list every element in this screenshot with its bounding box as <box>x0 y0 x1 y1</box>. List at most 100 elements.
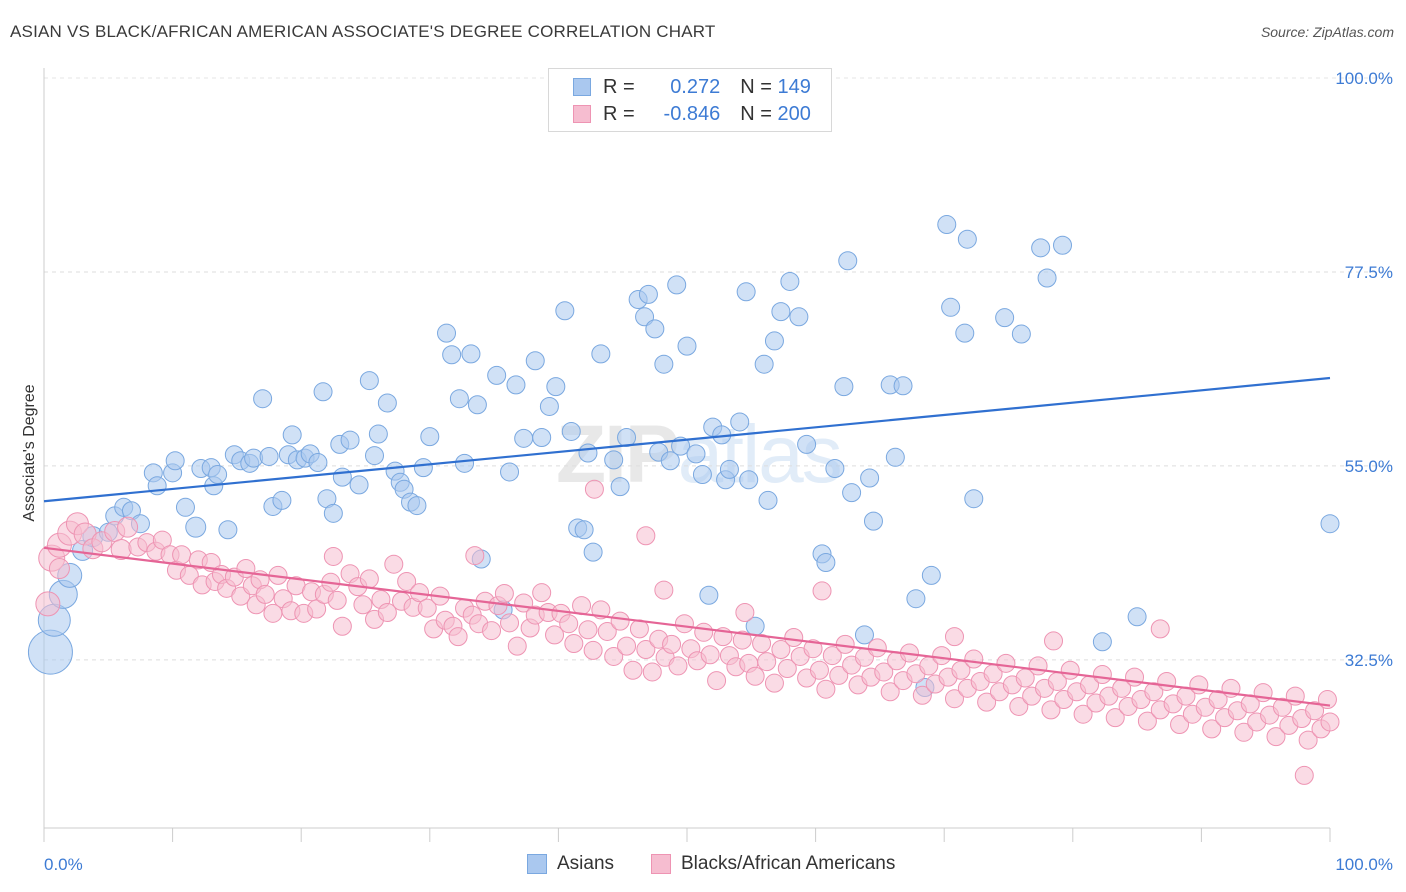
x-tick-label: 0.0% <box>44 855 83 874</box>
data-point <box>604 450 624 470</box>
data-point <box>353 595 373 615</box>
data-point <box>1320 514 1340 534</box>
data-point <box>455 453 475 473</box>
data-point <box>482 621 502 641</box>
legend-row-blacks: R = -0.846 N = 200 <box>573 102 811 126</box>
data-point <box>636 526 656 546</box>
data-point <box>591 344 611 364</box>
data-point <box>175 497 195 517</box>
data-point <box>735 602 755 622</box>
data-point <box>757 652 777 672</box>
data-point <box>532 427 552 447</box>
data-point <box>327 590 347 610</box>
data-point <box>736 282 756 302</box>
data-point <box>340 430 360 450</box>
y-tick-label: 32.5% <box>1345 651 1393 670</box>
data-point <box>397 571 417 591</box>
trend-line <box>43 376 1331 503</box>
data-point <box>48 558 70 580</box>
data-point <box>313 382 333 402</box>
bottom-legend-asians: Asians <box>527 852 614 876</box>
data-point <box>559 614 579 634</box>
legend-r-label: R = <box>603 75 641 98</box>
data-point <box>185 516 207 538</box>
data-point <box>583 542 603 562</box>
data-point <box>944 689 964 709</box>
data-point <box>1127 607 1147 627</box>
data-point <box>825 459 845 479</box>
data-point <box>955 323 975 343</box>
data-point <box>957 229 977 249</box>
bottom-legend-swatch-blacks <box>651 854 671 874</box>
data-point <box>674 614 694 634</box>
legend-row-asians: R = 0.272 N = 149 <box>573 75 811 99</box>
data-point <box>610 477 630 497</box>
data-point <box>867 638 887 658</box>
legend-swatch-blacks <box>573 105 591 123</box>
data-point <box>842 483 862 503</box>
data-point <box>487 365 507 385</box>
data-point <box>377 393 397 413</box>
data-point <box>863 511 883 531</box>
data-point <box>377 602 397 622</box>
data-point <box>686 444 706 464</box>
y-tick-label: 100.0% <box>1335 69 1393 88</box>
data-point <box>413 458 433 478</box>
data-point <box>1298 730 1318 750</box>
data-point <box>308 452 328 472</box>
data-point <box>906 589 926 609</box>
data-point <box>752 634 772 654</box>
data-point <box>816 679 836 699</box>
data-point <box>578 620 598 640</box>
data-point <box>532 583 552 603</box>
legend-swatch-asians <box>573 78 591 96</box>
data-point <box>349 475 369 495</box>
data-point <box>500 613 520 633</box>
data-point <box>1009 696 1029 716</box>
legend-r-value: -0.846 <box>663 102 721 125</box>
trend-lines <box>43 376 1331 707</box>
data-point <box>638 284 658 304</box>
data-point <box>668 656 688 676</box>
data-point <box>789 307 809 327</box>
data-point <box>654 580 674 600</box>
data-point <box>494 584 514 604</box>
data-point <box>359 569 379 589</box>
bottom-legend-label-blacks: Blacks/African Americans <box>681 853 896 874</box>
data-point <box>506 375 526 395</box>
data-point <box>1011 324 1031 344</box>
data-point <box>642 662 662 682</box>
data-point <box>539 396 559 416</box>
data-point <box>572 596 592 616</box>
data-point <box>996 653 1016 673</box>
data-point <box>964 489 984 509</box>
data-point <box>699 585 719 605</box>
data-point <box>1053 235 1073 255</box>
data-point <box>636 640 656 660</box>
data-point <box>282 425 302 445</box>
data-point <box>780 271 800 291</box>
axes <box>43 68 1331 842</box>
data-point <box>307 599 327 619</box>
trend-line <box>43 546 1331 707</box>
data-point <box>561 421 581 441</box>
data-point <box>885 447 905 467</box>
bottom-legend-label-asians: Asians <box>557 853 615 874</box>
data-point <box>332 467 352 487</box>
data-point <box>384 554 404 574</box>
data-point <box>784 627 804 647</box>
data-point <box>1144 682 1164 702</box>
data-point <box>822 646 842 666</box>
data-point <box>764 331 784 351</box>
data-point <box>660 451 680 471</box>
data-point <box>27 629 73 675</box>
data-point <box>654 354 674 374</box>
series-asians <box>27 215 1340 697</box>
legend-n-value: 149 <box>777 75 811 98</box>
source-label: Source: ZipAtlas.com <box>1260 24 1394 40</box>
data-point <box>834 377 854 397</box>
data-point <box>574 520 594 540</box>
data-point <box>764 673 784 693</box>
data-point <box>758 490 778 510</box>
